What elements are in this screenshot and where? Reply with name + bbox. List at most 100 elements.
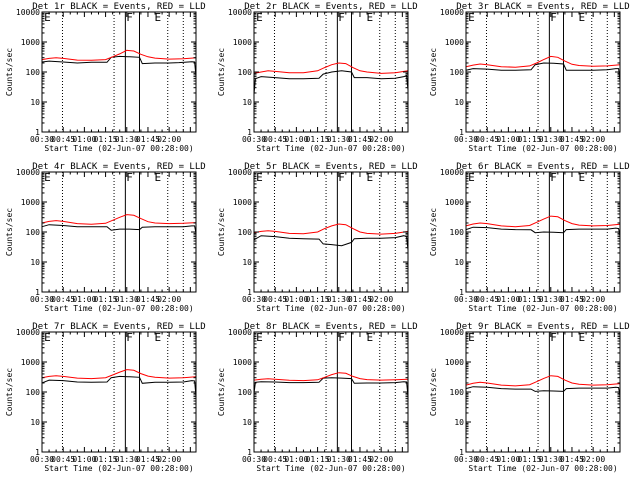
x-tick-label: 00:45	[51, 135, 75, 144]
x-axis-title: Start Time (02-Jun-07 00:28:00)	[256, 464, 405, 473]
region-marker-label: F	[550, 11, 557, 24]
series-line-lld	[465, 375, 621, 387]
y-tick-label: 10000	[440, 168, 464, 177]
region-marker-label: F	[126, 331, 133, 344]
y-tick-label: 100	[450, 68, 465, 77]
y-tick-label: 10	[242, 418, 252, 427]
x-tick-label: 01:30	[539, 295, 563, 304]
y-tick-label: 10	[30, 258, 40, 267]
series-line-events	[41, 55, 197, 77]
series-line-events	[465, 62, 621, 82]
plot-frame	[465, 331, 621, 453]
y-tick-label: 1	[247, 288, 252, 297]
x-axis-title: Start Time (02-Jun-07 00:28:00)	[44, 464, 193, 473]
y-axis-title: Counts/sec	[429, 48, 438, 96]
x-tick-label: 00:45	[263, 135, 287, 144]
region-marker-label: E	[44, 331, 51, 344]
x-tick-label: 01:15	[94, 135, 118, 144]
plot-frame	[41, 171, 197, 293]
region-marker-label: E	[578, 171, 585, 184]
y-tick-label: 100	[450, 228, 465, 237]
x-tick-label: 01:00	[496, 135, 520, 144]
y-tick-label: 10000	[228, 8, 252, 17]
region-marker-label: F	[338, 11, 345, 24]
x-tick-label: 00:45	[475, 455, 499, 464]
region-marker-label: E	[366, 11, 373, 24]
y-tick-label: 1	[459, 128, 464, 137]
x-tick-label: 01:30	[115, 135, 139, 144]
chart-title: Det 9r BLACK = Events, RED = LLD	[456, 322, 629, 332]
region-marker-label: F	[338, 171, 345, 184]
region-marker-label: E	[154, 11, 161, 24]
x-tick-label: 01:30	[539, 455, 563, 464]
y-tick-label: 1000	[21, 38, 40, 47]
region-marker-label: F	[126, 171, 133, 184]
y-tick-label: 10	[30, 418, 40, 427]
x-axis-title: Start Time (02-Jun-07 00:28:00)	[256, 144, 405, 153]
x-tick-label: 01:00	[284, 455, 308, 464]
y-tick-label: 1000	[445, 38, 464, 47]
y-axis-title: Counts/sec	[429, 368, 438, 416]
region-marker-label: E	[366, 171, 373, 184]
region-marker-label: E	[154, 171, 161, 184]
x-tick-label: 00:30	[30, 455, 54, 464]
x-tick-label: 02:00	[369, 135, 393, 144]
x-tick-label: 01:00	[284, 295, 308, 304]
region-marker-label: E	[578, 11, 585, 24]
y-tick-label: 10	[454, 418, 464, 427]
region-marker-label: E	[256, 11, 263, 24]
x-tick-label: 01:00	[72, 135, 96, 144]
x-tick-label: 02:00	[157, 455, 181, 464]
region-marker-label: E	[256, 331, 263, 344]
x-tick-label: 01:15	[306, 135, 330, 144]
x-tick-label: 01:15	[518, 135, 542, 144]
y-tick-label: 10000	[440, 8, 464, 17]
x-tick-label: 00:30	[30, 135, 54, 144]
y-tick-label: 100	[238, 388, 253, 397]
x-tick-label: 02:00	[581, 455, 605, 464]
chart-title: Det 6r BLACK = Events, RED = LLD	[456, 162, 629, 172]
series-line-lld	[41, 49, 197, 61]
y-tick-label: 1	[35, 128, 40, 137]
plot-frame	[465, 11, 621, 133]
y-tick-label: 1000	[233, 38, 252, 47]
chart-title: Det 3r BLACK = Events, RED = LLD	[456, 2, 629, 12]
x-tick-label: 01:45	[136, 295, 160, 304]
x-tick-label: 02:00	[157, 295, 181, 304]
x-tick-label: 00:30	[30, 295, 54, 304]
y-tick-label: 10000	[228, 168, 252, 177]
y-axis-title: Counts/sec	[5, 208, 14, 256]
x-tick-label: 01:15	[94, 295, 118, 304]
x-tick-label: 01:45	[348, 135, 372, 144]
y-tick-label: 10000	[16, 168, 40, 177]
y-tick-label: 1000	[233, 198, 252, 207]
y-tick-label: 10	[454, 98, 464, 107]
x-tick-label: 01:30	[539, 135, 563, 144]
y-tick-label: 100	[26, 68, 41, 77]
region-marker-label: E	[468, 11, 475, 24]
x-axis-title: Start Time (02-Jun-07 00:28:00)	[44, 304, 193, 313]
y-tick-label: 1000	[445, 198, 464, 207]
chart-title: Det 8r BLACK = Events, RED = LLD	[244, 322, 417, 332]
x-tick-label: 02:00	[369, 455, 393, 464]
series-line-events	[465, 386, 621, 397]
y-tick-label: 1000	[21, 358, 40, 367]
y-tick-label: 100	[26, 388, 41, 397]
series-line-lld	[253, 62, 409, 74]
x-axis-title: Start Time (02-Jun-07 00:28:00)	[468, 144, 617, 153]
region-marker-label: F	[550, 331, 557, 344]
x-tick-label: 01:15	[306, 455, 330, 464]
x-tick-label: 02:00	[157, 135, 181, 144]
x-axis-title: Start Time (02-Jun-07 00:28:00)	[256, 304, 405, 313]
series-line-lld	[465, 215, 621, 228]
x-tick-label: 00:45	[475, 295, 499, 304]
series-line-events	[253, 377, 409, 397]
x-tick-label: 02:00	[581, 295, 605, 304]
y-tick-label: 1000	[21, 198, 40, 207]
